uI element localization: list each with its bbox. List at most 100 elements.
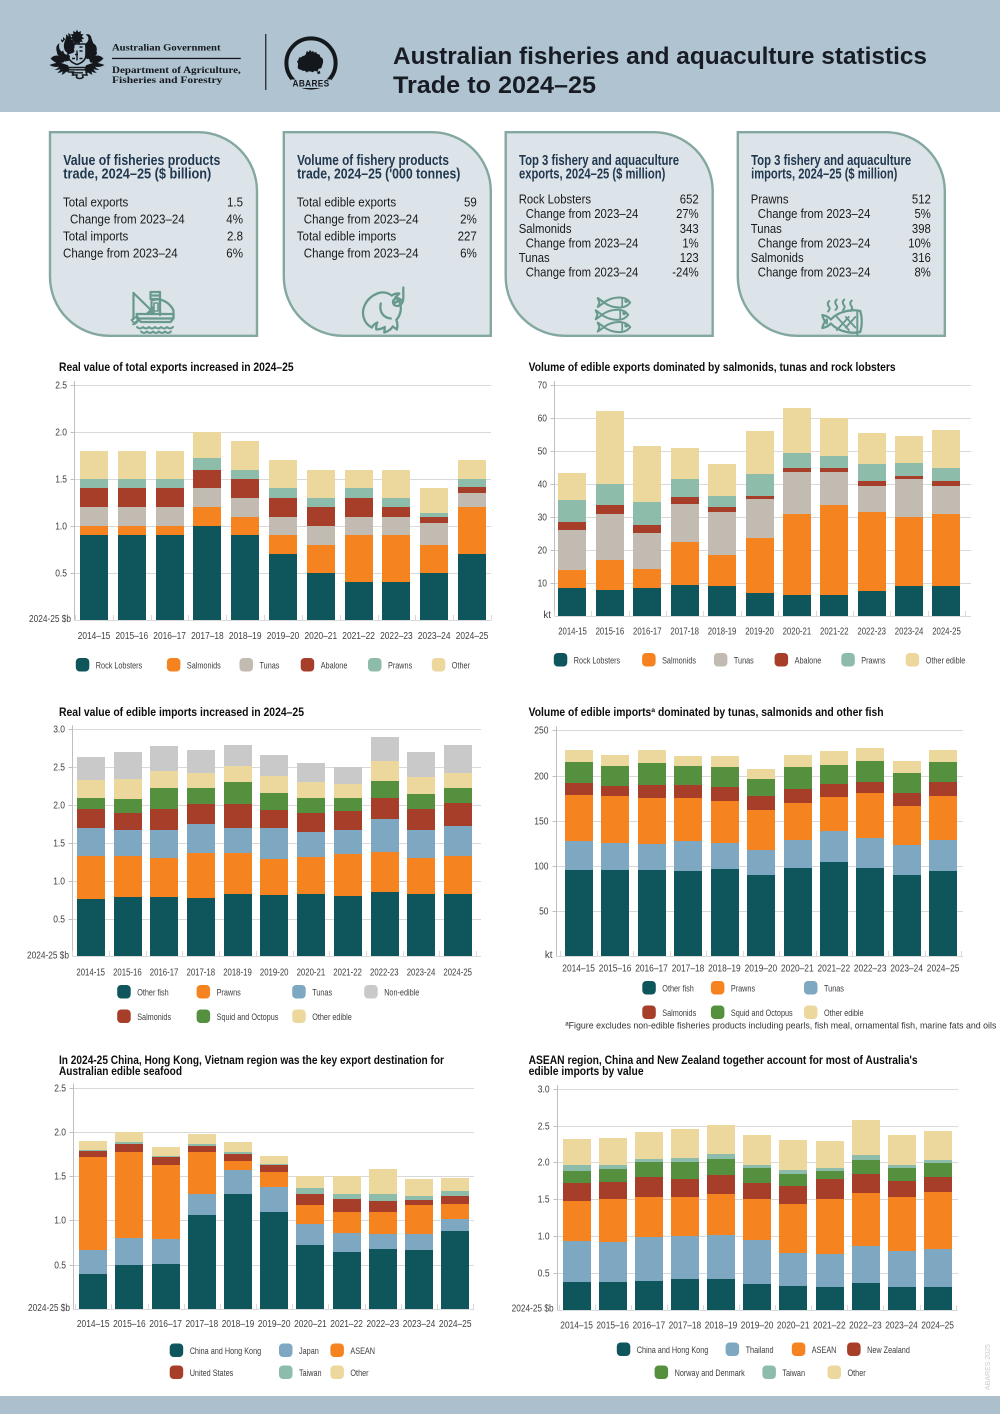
svg-text:2022–23: 2022–23 — [367, 1319, 400, 1330]
svg-text:Salmonids: Salmonids — [662, 655, 696, 665]
svg-text:Top 3 fishery and aquaculture: Top 3 fishery and aquaculture — [519, 153, 679, 169]
svg-text:1.5: 1.5 — [227, 194, 243, 209]
svg-text:Tunas: Tunas — [260, 660, 280, 670]
svg-text:Salmonids: Salmonids — [751, 250, 804, 265]
svg-text:Other fish: Other fish — [662, 983, 694, 993]
svg-text:2021–22: 2021–22 — [813, 1321, 846, 1332]
svg-text:Tunas: Tunas — [824, 983, 844, 993]
svg-text:Salmonids: Salmonids — [187, 660, 221, 670]
svg-text:4%: 4% — [226, 211, 243, 226]
svg-text:Total edible imports: Total edible imports — [297, 229, 397, 244]
svg-text:Prawns: Prawns — [731, 983, 756, 993]
svg-text:2021–22: 2021–22 — [342, 631, 375, 642]
svg-text:Australian edible seafood: Australian edible seafood — [59, 1065, 182, 1078]
svg-text:2020-21: 2020-21 — [783, 627, 812, 638]
svg-text:10: 10 — [538, 579, 548, 590]
svg-text:2024–25: 2024–25 — [439, 1319, 472, 1330]
svg-text:Change from 2023–24: Change from 2023–24 — [758, 265, 871, 280]
svg-text:2015–16: 2015–16 — [116, 631, 149, 642]
svg-text:1.5: 1.5 — [538, 1195, 550, 1206]
svg-text:1.5: 1.5 — [54, 1172, 66, 1183]
svg-text:2.5: 2.5 — [54, 1084, 66, 1095]
svg-text:0.5: 0.5 — [54, 1261, 66, 1272]
svg-text:50: 50 — [538, 447, 548, 458]
svg-text:2019-20: 2019-20 — [260, 968, 289, 979]
svg-text:ABARES: ABARES — [293, 79, 330, 89]
svg-text:ASEAN: ASEAN — [350, 1346, 375, 1356]
svg-text:Taiwan: Taiwan — [299, 1368, 322, 1378]
svg-text:2022-23: 2022-23 — [370, 968, 399, 979]
svg-text:6%: 6% — [226, 246, 243, 261]
svg-text:1.5: 1.5 — [55, 475, 67, 486]
svg-text:2024–25: 2024–25 — [456, 631, 489, 642]
svg-text:Rock Lobsters: Rock Lobsters — [96, 660, 143, 670]
svg-text:Japan: Japan — [299, 1346, 319, 1356]
svg-text:Squid and Octopus: Squid and Octopus — [731, 1008, 793, 1018]
svg-text:2017–18: 2017–18 — [672, 964, 705, 975]
svg-text:United States: United States — [190, 1368, 234, 1378]
svg-text:2014–15: 2014–15 — [78, 631, 111, 642]
svg-text:2018–19: 2018–19 — [222, 1319, 255, 1330]
svg-text:2023-24: 2023-24 — [895, 627, 924, 638]
svg-text:2021–22: 2021–22 — [330, 1319, 363, 1330]
svg-text:ASEAN: ASEAN — [812, 1345, 837, 1355]
svg-text:2023–24: 2023–24 — [403, 1319, 436, 1330]
svg-text:Change from 2023–24: Change from 2023–24 — [526, 235, 639, 250]
svg-text:100: 100 — [534, 862, 549, 873]
svg-text:Total edible exports: Total edible exports — [297, 194, 397, 209]
svg-text:398: 398 — [912, 221, 931, 236]
svg-text:2.8: 2.8 — [227, 229, 243, 244]
svg-text:Total imports: Total imports — [63, 229, 129, 244]
svg-text:2.0: 2.0 — [538, 1158, 550, 1169]
svg-text:Other edible: Other edible — [926, 655, 966, 665]
svg-text:2018–19: 2018–19 — [705, 1321, 738, 1332]
svg-text:2020–21: 2020–21 — [294, 1319, 327, 1330]
svg-text:Prawns: Prawns — [751, 192, 789, 207]
svg-text:Fisheries and Forestry: Fisheries and Forestry — [112, 75, 222, 86]
svg-text:Change from 2023–24: Change from 2023–24 — [526, 265, 639, 280]
svg-text:2019–20: 2019–20 — [741, 1321, 774, 1332]
svg-text:Other edible: Other edible — [312, 1012, 352, 1022]
svg-text:2024-25: 2024-25 — [443, 968, 472, 979]
svg-text:Abalone: Abalone — [321, 660, 348, 670]
svg-text:2.5: 2.5 — [55, 381, 67, 392]
svg-text:2016-17: 2016-17 — [633, 627, 662, 638]
svg-text:Volume of edible exports domin: Volume of edible exports dominated by sa… — [529, 361, 896, 374]
svg-text:343: 343 — [680, 221, 699, 236]
svg-text:China and Hong Kong: China and Hong Kong — [190, 1346, 262, 1356]
svg-text:2020–21: 2020–21 — [305, 631, 338, 642]
svg-text:1.0: 1.0 — [55, 522, 67, 533]
svg-text:Change from 2023–24: Change from 2023–24 — [70, 211, 185, 226]
svg-text:2015-16: 2015-16 — [113, 968, 142, 979]
svg-text:Taiwan: Taiwan — [782, 1368, 805, 1378]
svg-text:2014–15: 2014–15 — [77, 1319, 110, 1330]
svg-text:2.0: 2.0 — [55, 428, 67, 439]
svg-text:2017–18: 2017–18 — [669, 1321, 702, 1332]
svg-text:2024-25 $b: 2024-25 $b — [28, 1303, 70, 1314]
svg-text:227: 227 — [458, 229, 477, 244]
svg-text:1.0: 1.0 — [538, 1232, 550, 1243]
svg-text:2.5: 2.5 — [538, 1122, 550, 1133]
svg-text:2016–17: 2016–17 — [153, 631, 186, 642]
svg-text:50: 50 — [539, 907, 549, 918]
svg-text:Change from 2023–24: Change from 2023–24 — [63, 246, 178, 261]
svg-text:Salmonids: Salmonids — [137, 1012, 171, 1022]
svg-text:59: 59 — [464, 194, 477, 209]
svg-text:2024–25: 2024–25 — [927, 964, 960, 975]
svg-text:2019–20: 2019–20 — [745, 964, 778, 975]
svg-text:Norway and Denmark: Norway and Denmark — [675, 1368, 746, 1378]
svg-text:5%: 5% — [915, 206, 932, 221]
svg-text:In 2024-25 China, Hong Kong, V: In 2024-25 China, Hong Kong, Vietnam reg… — [59, 1054, 444, 1067]
svg-text:30: 30 — [538, 513, 548, 524]
svg-text:2015-16: 2015-16 — [596, 627, 625, 638]
svg-text:2016–17: 2016–17 — [635, 964, 668, 975]
svg-text:Real value of total exports in: Real value of total exports increased in… — [59, 361, 294, 374]
svg-text:trade, 2024–25 ($ billion): trade, 2024–25 ($ billion) — [63, 166, 211, 182]
svg-text:Non-edible: Non-edible — [384, 987, 419, 997]
svg-text:8%: 8% — [915, 265, 932, 280]
svg-text:2018-19: 2018-19 — [223, 968, 252, 979]
svg-text:2014-15: 2014-15 — [558, 627, 587, 638]
svg-text:2019-20: 2019-20 — [745, 627, 774, 638]
svg-text:ASEAN region, China and New Ze: ASEAN region, China and New Zealand toge… — [529, 1054, 918, 1067]
svg-text:2015–16: 2015–16 — [596, 1321, 629, 1332]
